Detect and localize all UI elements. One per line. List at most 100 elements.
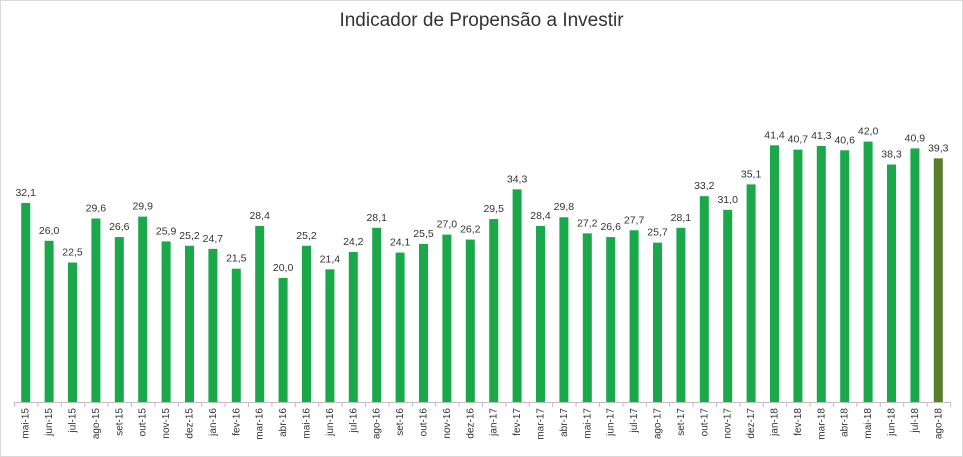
x-tick-label-mai-17: mai-17 [582, 408, 593, 439]
data-label-jan-16: 24,7 [203, 233, 224, 245]
data-label-jul-17: 27,7 [624, 214, 645, 226]
x-tick-label-abr-18: abr-18 [840, 408, 851, 437]
x-tick-label-nov-15: nov-15 [161, 408, 172, 439]
x-tick-label-jan-18: jan-18 [770, 408, 781, 437]
x-tick-label-jun-17: jun-17 [606, 408, 617, 437]
data-label-ago-15: 29,6 [86, 202, 107, 214]
data-label-nov-16: 27,0 [437, 219, 458, 231]
data-label-set-16: 24,1 [390, 237, 411, 249]
x-tick-label-jan-16: jan-16 [208, 408, 219, 437]
bar-fev-16 [231, 268, 241, 402]
x-tick-label-mai-16: mai-16 [302, 408, 313, 439]
bar-set-16 [395, 252, 405, 402]
bar-jan-18 [770, 145, 779, 402]
bar-abr-16 [278, 278, 288, 402]
x-tick-label-dez-16: dez-16 [465, 408, 476, 439]
x-tick-label-jun-15: jun-15 [44, 408, 55, 437]
data-label-set-15: 26,6 [109, 221, 130, 233]
bar-mai-15 [21, 202, 31, 402]
x-tick-label-set-16: set-16 [395, 408, 406, 436]
data-label-mai-18: 42,0 [858, 126, 879, 138]
x-tick-label-jul-16: jul-16 [348, 408, 359, 434]
x-tick-label-fev-17: fev-17 [512, 408, 523, 436]
bar-ago-16 [372, 227, 382, 402]
bar-jun-16 [325, 269, 335, 402]
bar-jun-17 [606, 237, 616, 402]
data-label-fev-16: 21,5 [226, 253, 247, 265]
data-label-nov-15: 25,9 [156, 225, 177, 237]
bar-ago-18 [933, 158, 943, 402]
bar-dez-17 [746, 184, 756, 402]
data-label-ago-17: 25,7 [647, 227, 668, 239]
data-label-jun-16: 21,4 [320, 253, 341, 265]
x-tick-label-jan-17: jan-17 [489, 408, 500, 437]
x-tick-label-ago-16: ago-16 [372, 408, 383, 440]
chart-title: Indicador de Propensão a Investir [339, 10, 624, 31]
x-tick-label-ago-18: ago-18 [933, 408, 944, 440]
bar-set-15 [114, 237, 124, 402]
data-label-set-17: 28,1 [671, 212, 692, 224]
data-label-ago-18: 39,3 [928, 142, 949, 154]
bar-abr-17 [559, 217, 569, 402]
data-label-mai-15: 32,1 [15, 187, 36, 199]
data-label-jun-15: 26,0 [39, 225, 60, 237]
bar-nov-15 [161, 241, 171, 402]
x-tick-label-out-15: out-15 [138, 408, 149, 437]
bar-out-15 [138, 216, 148, 402]
data-label-out-15: 29,9 [132, 201, 153, 213]
data-label-jul-18: 40,9 [905, 132, 926, 144]
x-tick-label-mar-16: mar-16 [255, 408, 266, 440]
bar-fev-17 [512, 189, 522, 402]
bar-mar-18 [816, 145, 826, 402]
x-tick-label-ago-15: ago-15 [91, 408, 102, 440]
data-label-jun-18: 38,3 [881, 149, 902, 161]
data-label-fev-18: 40,7 [788, 134, 809, 146]
data-label-jan-17: 29,5 [483, 203, 504, 215]
x-tick-label-jul-15: jul-15 [68, 408, 79, 434]
data-label-mar-17: 28,4 [530, 210, 551, 222]
data-label-mai-17: 27,2 [577, 217, 598, 229]
bar-jul-18 [910, 148, 920, 402]
data-label-dez-17: 35,1 [741, 168, 762, 180]
data-label-dez-15: 25,2 [179, 230, 200, 242]
bar-nov-16 [442, 234, 452, 402]
x-tick-label-dez-15: dez-15 [185, 408, 196, 439]
bar-mai-17 [582, 233, 592, 402]
x-tick-label-dez-17: dez-17 [746, 408, 757, 439]
data-label-abr-18: 40,6 [834, 134, 855, 146]
data-label-nov-17: 31,0 [717, 194, 738, 206]
x-tick-label-jul-18: jul-18 [910, 408, 921, 434]
data-label-jan-18: 41,4 [764, 129, 785, 141]
x-tick-label-fev-16: fev-16 [231, 408, 242, 436]
x-tick-label-nov-17: nov-17 [723, 408, 734, 439]
data-label-jun-17: 26,6 [600, 221, 621, 233]
x-tick-label-set-17: set-17 [676, 408, 687, 436]
x-tick-label-mar-17: mar-17 [536, 408, 547, 440]
data-label-abr-17: 29,8 [554, 201, 575, 213]
bar-jul-16 [348, 251, 358, 402]
data-label-abr-16: 20,0 [273, 262, 294, 274]
x-tick-label-out-17: out-17 [699, 408, 710, 437]
bar-jul-15 [68, 262, 77, 402]
data-label-mar-16: 28,4 [249, 210, 270, 222]
data-label-mai-16: 25,2 [296, 230, 317, 242]
bar-jul-17 [629, 230, 639, 402]
bar-jan-16 [208, 248, 218, 402]
x-tick-label-set-15: set-15 [114, 408, 125, 436]
x-tick-label-ago-17: ago-17 [653, 408, 664, 440]
bar-mai-18 [863, 141, 873, 402]
bar-out-17 [699, 196, 709, 402]
bar-set-17 [676, 227, 686, 402]
bar-mar-16 [255, 225, 265, 402]
bar-mar-17 [536, 225, 545, 402]
x-tick-label-nov-16: nov-16 [442, 408, 453, 439]
bar-fev-18 [793, 149, 803, 402]
x-tick-label-mai-15: mai-15 [21, 408, 32, 439]
x-tick-label-jul-17: jul-17 [629, 408, 640, 434]
data-label-out-16: 25,5 [413, 228, 434, 240]
bar-dez-16 [465, 239, 475, 402]
bar-ago-15 [91, 218, 101, 402]
bar-dez-15 [185, 245, 194, 402]
x-tick-label-abr-16: abr-16 [278, 408, 289, 437]
